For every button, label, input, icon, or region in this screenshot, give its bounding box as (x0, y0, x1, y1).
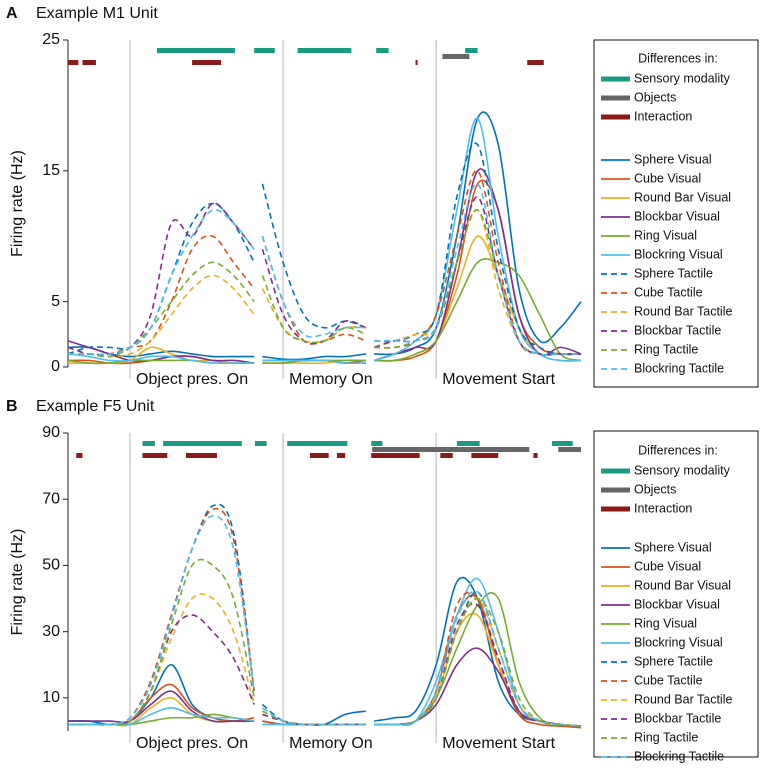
series-line (68, 183, 581, 356)
difference-bar (254, 48, 275, 53)
legend-label: Blockring Visual (634, 247, 723, 261)
event-label: Movement Start (442, 735, 555, 752)
legend-label: Cube Visual (634, 171, 701, 185)
panel-letter: B (6, 398, 18, 415)
difference-bar (465, 48, 478, 53)
legend-label: Objects (634, 482, 676, 496)
legend-label: Ring Tactile (634, 342, 698, 356)
difference-bar (456, 441, 480, 446)
legend-label: Ring Visual (634, 228, 697, 242)
legend-label: Sphere Visual (634, 540, 712, 554)
difference-bar (310, 453, 329, 458)
difference-bar (527, 60, 544, 65)
legend-label: Round Bar Visual (634, 578, 731, 592)
y-tick-label: 10 (42, 689, 60, 706)
legend-label: Objects (634, 90, 676, 104)
y-tick-label: 25 (42, 31, 60, 48)
legend-label: Cube Visual (634, 559, 701, 573)
series-line (68, 235, 582, 365)
series-line (67, 196, 581, 356)
y-tick-label: 5 (51, 293, 60, 310)
legend-title: Differences in: (638, 51, 718, 65)
series-line (67, 514, 582, 727)
difference-bar (442, 54, 470, 59)
difference-bar (558, 447, 581, 452)
legend-label: Blockring Tactile (634, 361, 724, 375)
legend-label: Blockbar Tactile (634, 323, 721, 337)
panel-title: Example F5 Unit (36, 398, 155, 415)
legend-label: Round Bar Visual (634, 190, 731, 204)
legend-label: Ring Visual (634, 616, 697, 630)
event-label: Memory On (289, 735, 373, 752)
event-label: Movement Start (442, 371, 555, 388)
y-tick-label: 30 (42, 623, 60, 640)
difference-bar (336, 453, 346, 458)
difference-bar (82, 60, 96, 65)
legend-label: Blockring Tactile (634, 749, 724, 763)
event-label: Memory On (289, 371, 373, 388)
difference-bar (371, 453, 420, 458)
legend-label: Sphere Visual (634, 152, 712, 166)
event-label: Object pres. On (136, 735, 248, 752)
y-tick-label: 15 (42, 162, 60, 179)
y-tick-label: 0 (51, 358, 60, 375)
difference-bar (156, 48, 235, 53)
legend-label: Blockbar Visual (634, 209, 720, 223)
difference-bar (163, 441, 242, 446)
difference-bar (552, 441, 573, 446)
legend-label: Round Bar Tactile (634, 304, 732, 318)
y-tick-label: 70 (42, 490, 60, 507)
y-axis-label: Firing rate (Hz) (9, 529, 26, 636)
legend-label: Interaction (634, 501, 692, 515)
y-tick-label: 90 (42, 424, 60, 441)
difference-bar (68, 60, 79, 65)
legend-label: Blockbar Tactile (634, 711, 721, 725)
y-tick-label: 50 (42, 557, 60, 574)
legend-title: Differences in: (638, 443, 718, 457)
legend-label: Blockring Visual (634, 635, 723, 649)
difference-bar (192, 60, 222, 65)
series-line (67, 558, 582, 727)
difference-bar (440, 453, 453, 458)
difference-bar (142, 441, 155, 446)
legend-label: Round Bar Tactile (634, 692, 732, 706)
difference-bar (415, 60, 418, 65)
difference-bar (533, 453, 538, 458)
panel-letter: A (6, 5, 18, 22)
series-line (67, 258, 582, 365)
panel-title: Example M1 Unit (36, 5, 158, 22)
event-label: Object pres. On (136, 371, 248, 388)
difference-bar (254, 441, 267, 446)
legend-label: Cube Tactile (634, 285, 703, 299)
difference-bar (376, 48, 389, 53)
difference-bar (185, 453, 217, 458)
plot-area (67, 503, 582, 729)
legend-label: Interaction (634, 109, 692, 123)
difference-bar (76, 453, 83, 458)
legend-box (593, 430, 759, 758)
difference-bar (371, 441, 383, 446)
legend-label: Sensory modality (634, 71, 731, 85)
legend-label: Ring Tactile (634, 730, 698, 744)
series-line (68, 647, 582, 727)
difference-bar (287, 441, 348, 446)
legend-label: Sphere Tactile (634, 654, 713, 668)
difference-bar (471, 453, 499, 458)
legend-label: Sensory modality (634, 463, 731, 477)
difference-bar (297, 48, 352, 53)
legend-label: Sphere Tactile (634, 266, 713, 280)
legend-label: Blockbar Visual (634, 597, 720, 611)
plot-area (67, 111, 582, 365)
difference-bar (142, 453, 168, 458)
y-axis-label: Firing rate (Hz) (9, 150, 26, 257)
difference-bar (372, 447, 530, 452)
legend-label: Cube Tactile (634, 673, 703, 687)
